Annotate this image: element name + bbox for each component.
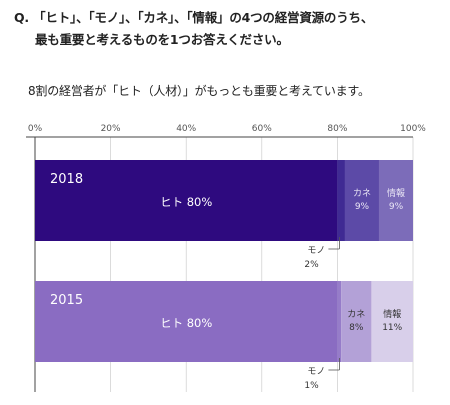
bar-segment-2018-1 <box>337 160 345 241</box>
x-tick-label: 0% <box>28 124 43 134</box>
x-tick-label: 20% <box>101 124 121 134</box>
segment-value: 2% <box>304 260 319 270</box>
chart-subtitle: 8割の経営者が「ヒト（人材）」がもっとも重要と考えています。 <box>28 84 370 98</box>
x-tick-label: 40% <box>176 124 196 134</box>
survey-question: Q. 「ヒト」、「モノ」、「カネ」、「情報」の4つの経営資源のうち、 最も重要と… <box>14 7 442 51</box>
bar-year-label: 2015 <box>50 293 83 308</box>
segment-label: 情報 <box>387 187 405 199</box>
segment-value: 1% <box>304 381 319 391</box>
segment-label: 情報 <box>383 308 401 320</box>
bar-segment-2018-3 <box>378 160 413 241</box>
x-tick-label: 100% <box>400 124 426 134</box>
segment-label: カネ <box>347 309 365 320</box>
segment-label: モノ <box>307 246 325 256</box>
bar-segment-2015-1 <box>337 281 342 362</box>
bar-segment-2015-3 <box>371 281 413 362</box>
segment-value: 9% <box>355 202 370 212</box>
segment-label: カネ <box>353 188 371 199</box>
bar-segment-2015-2 <box>341 281 372 362</box>
question-line-1: Q. 「ヒト」、「モノ」、「カネ」、「情報」の4つの経営資源のうち、 <box>14 10 374 25</box>
bar-segment-2015-0 <box>35 281 338 362</box>
bar-year-label: 2018 <box>50 172 83 187</box>
segment-label: モノ <box>307 367 325 377</box>
bar-segment-2018-0 <box>35 160 338 241</box>
segment-value: 9% <box>389 202 404 212</box>
segment-label: ヒト 80% <box>160 195 212 209</box>
x-tick-label: 60% <box>252 124 272 134</box>
bar-segment-2018-2 <box>344 160 379 241</box>
segment-value: 8% <box>349 323 364 333</box>
segment-value: 11% <box>382 323 402 333</box>
segment-label: ヒト 80% <box>160 316 212 330</box>
question-line-2: 最も重要と考えるものを1つお答えください。 <box>35 32 289 47</box>
x-tick-label: 80% <box>327 124 347 134</box>
